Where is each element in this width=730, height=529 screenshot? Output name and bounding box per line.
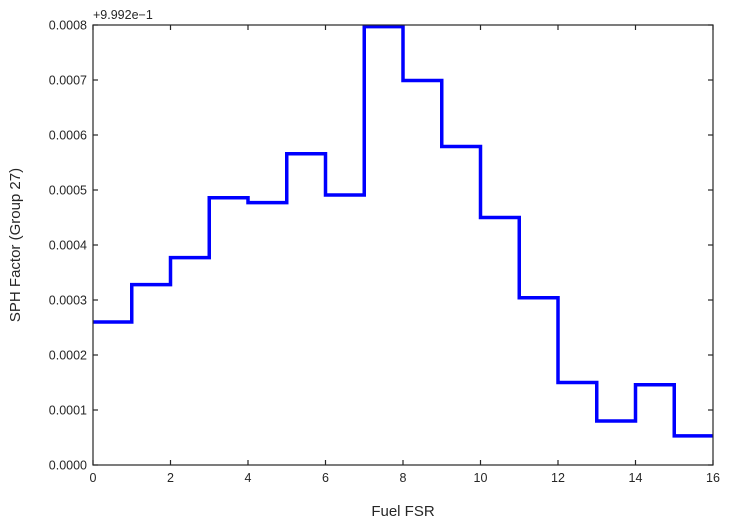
series-layer [93, 24, 713, 438]
x-axis-label: Fuel FSR [371, 503, 435, 520]
y-tick-label: 0.0008 [49, 19, 87, 33]
x-tick-label: 8 [400, 471, 407, 485]
y-tick-label: 0.0000 [49, 459, 87, 473]
y-tick-label: 0.0002 [49, 349, 87, 363]
y-offset-text: +9.992e−1 [93, 8, 153, 22]
y-tick-label: 0.0007 [49, 74, 87, 88]
x-tick-label: 2 [167, 471, 174, 485]
plot-frame [92, 24, 714, 466]
x-tick-label: 16 [706, 471, 720, 485]
labels-layer: 0 2 4 6 8 10 12 14 16 0.0000 0.0001 0.0002 0.0003 0.0… [49, 19, 720, 486]
x-tick-label: 14 [629, 471, 643, 485]
x-tick-label: 4 [245, 471, 252, 485]
y-tick-label: 0.0003 [49, 294, 87, 308]
y-tick-label: 0.0001 [49, 404, 87, 418]
x-tick-label: 0 [90, 471, 97, 485]
y-tick-label: 0.0006 [49, 129, 87, 143]
ticks-layer [92, 24, 714, 466]
y-tick-label: 0.0005 [49, 184, 87, 198]
y-tick-label: 0.0004 [49, 239, 87, 253]
y-axis-label: SPH Factor (Group 27) [7, 168, 24, 322]
x-tick-label: 6 [322, 471, 329, 485]
series-step-line [93, 24, 713, 438]
x-tick-label: 10 [474, 471, 488, 485]
x-tick-label: 12 [551, 471, 565, 485]
